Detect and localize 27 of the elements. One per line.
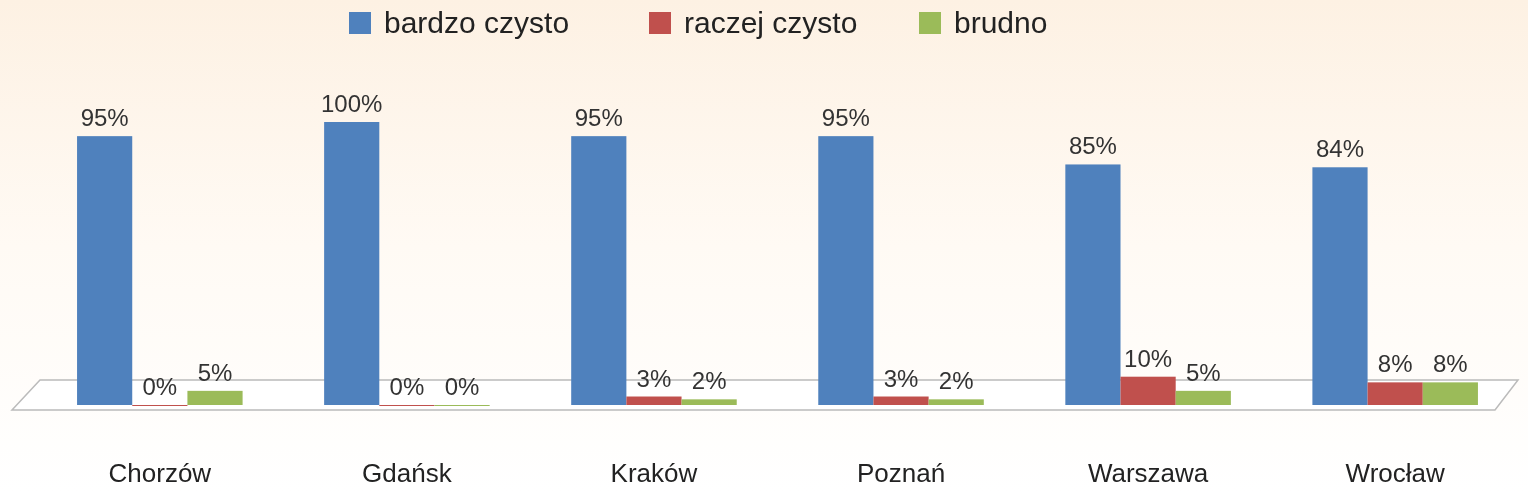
data-label: 3%: [883, 364, 919, 392]
x-tick-label: Warszawa: [1087, 458, 1209, 488]
x-tick-label: Gdańsk: [362, 458, 453, 488]
x-tick-label: Poznań: [856, 458, 946, 488]
data-label: 2%: [938, 367, 974, 395]
legend-label: bardzo czysto: [384, 6, 570, 39]
data-label: 0%: [389, 373, 425, 400]
x-tick-label: Kraków: [610, 458, 698, 488]
data-label: 8%: [1433, 350, 1468, 378]
data-label: 2%: [691, 367, 727, 395]
data-label: 5%: [1185, 358, 1221, 386]
data-label: 3%: [636, 364, 672, 392]
legend-label: raczej czysto: [684, 6, 858, 39]
data-label: 84%: [1315, 135, 1365, 163]
data-label: 10%: [1124, 344, 1173, 372]
x-tick-label: Wrocław: [1345, 458, 1445, 488]
data-label: 95%: [574, 104, 623, 132]
data-label: 95%: [80, 104, 129, 132]
data-label: 100%: [321, 90, 383, 117]
data-label: 5%: [197, 358, 233, 386]
data-label: 95%: [821, 104, 870, 132]
data-label: 85%: [1068, 132, 1117, 160]
legend-label: brudno: [954, 6, 1048, 39]
data-label: 0%: [444, 373, 480, 400]
x-tick-label: Chorzów: [108, 458, 212, 488]
data-label: 8%: [1377, 350, 1413, 378]
data-label: 0%: [142, 373, 178, 400]
